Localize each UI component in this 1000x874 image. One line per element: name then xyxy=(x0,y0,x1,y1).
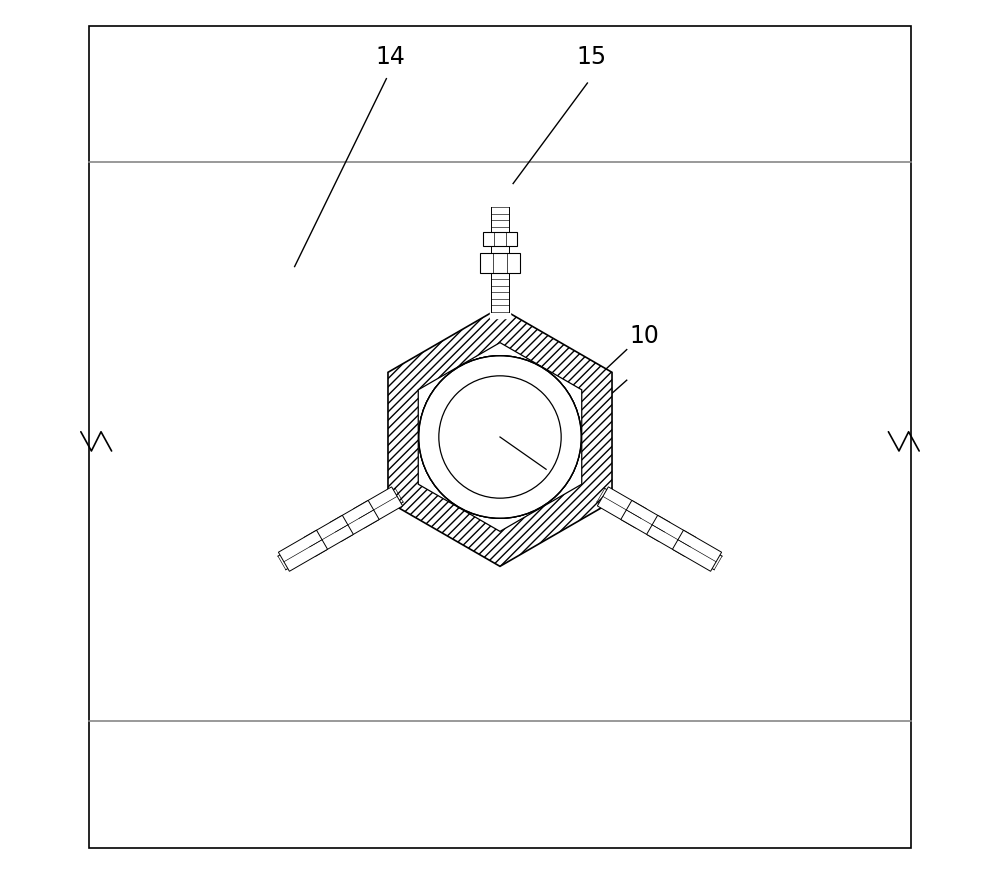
Polygon shape xyxy=(597,487,647,528)
Polygon shape xyxy=(621,501,670,542)
Text: 15: 15 xyxy=(577,45,607,69)
Polygon shape xyxy=(418,343,582,531)
Polygon shape xyxy=(353,487,403,528)
Polygon shape xyxy=(278,531,328,572)
Bar xyxy=(480,253,520,273)
Polygon shape xyxy=(672,531,722,572)
Circle shape xyxy=(439,376,561,498)
Polygon shape xyxy=(304,516,353,557)
Circle shape xyxy=(419,356,581,518)
Text: 14: 14 xyxy=(376,45,406,69)
Text: 10: 10 xyxy=(629,324,659,349)
Polygon shape xyxy=(647,516,696,557)
Polygon shape xyxy=(330,501,379,542)
Bar xyxy=(483,232,517,246)
Polygon shape xyxy=(388,308,612,566)
